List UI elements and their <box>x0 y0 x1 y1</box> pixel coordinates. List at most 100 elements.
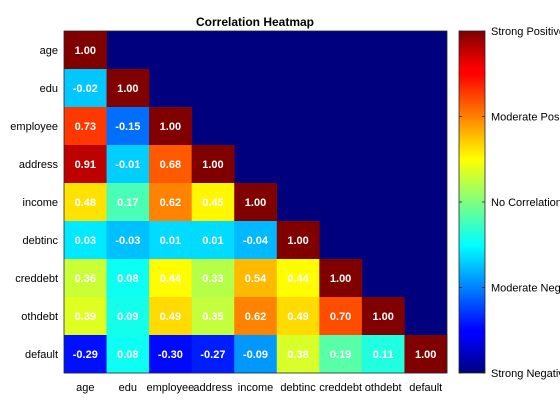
heatmap-cell-label: 1.00 <box>372 311 393 323</box>
colorbar-tick-labels: Strong Positive Moderate Positive No Corre… <box>459 26 560 380</box>
heatmap-cell <box>191 183 235 222</box>
heatmap-cell <box>149 335 192 374</box>
heatmap-cell-label: -0.30 <box>158 349 183 361</box>
heatmap-cell <box>64 297 107 336</box>
heatmap-cell-label: 0.68 <box>160 159 181 171</box>
y-tick-label: othdebt <box>21 311 58 323</box>
heatmap-cell <box>64 259 107 298</box>
heatmap-cell-labels: 1.00 -0.02 1.00 0.73 -0.15 1.00 0.91 -0.01 0.68 1… <box>73 45 437 361</box>
heatmap-cell <box>64 107 107 146</box>
heatmap-cell <box>361 297 405 336</box>
heatmap-cell-label: -0.09 <box>243 349 268 361</box>
heatmap-cell-label: 0.44 <box>287 273 309 285</box>
heatmap-cell <box>149 297 192 336</box>
colorbar-tick-label: Moderate Negative <box>491 283 560 295</box>
heatmap-cell-label: 0.11 <box>373 349 394 361</box>
heatmap-cell <box>106 183 150 222</box>
heatmap-cell-label: 0.33 <box>202 273 223 285</box>
heatmap-cell-label: 1.00 <box>287 235 308 247</box>
heatmap-cell <box>106 145 150 184</box>
y-tick-label: edu <box>40 83 58 95</box>
heatmap-cell <box>106 221 150 260</box>
heatmap-cell <box>276 335 320 374</box>
heatmap-cell-label: 0.73 <box>75 121 96 133</box>
heatmap-cell <box>191 259 235 298</box>
heatmap-cell <box>106 69 150 108</box>
y-tick-label: income <box>23 197 58 209</box>
y-tick-label: address <box>19 159 59 171</box>
heatmap-cell-label: -0.04 <box>243 235 269 247</box>
heatmap-cell-label: 0.17 <box>117 197 138 209</box>
heatmap-cell <box>191 297 235 336</box>
heatmap-cell-label: 0.54 <box>245 273 267 285</box>
heatmap-cell-label: 1.00 <box>415 349 436 361</box>
x-tick-label: edu <box>119 382 137 394</box>
x-tick-label: creddebt <box>319 382 362 394</box>
heatmap-cell-label: 0.01 <box>160 235 181 247</box>
heatmap-cell-label: 0.91 <box>75 159 96 171</box>
heatmap-cell <box>234 183 278 222</box>
heatmap-cell-label: 1.00 <box>245 197 266 209</box>
colorbar <box>458 30 486 374</box>
x-tick-label: address <box>193 382 233 394</box>
x-tick-label: employee <box>147 382 195 394</box>
heatmap-cell-label: -0.01 <box>115 159 140 171</box>
heatmap-cell-label: 0.49 <box>287 311 308 323</box>
heatmap-cell <box>276 221 320 260</box>
heatmap-cell <box>64 335 107 374</box>
x-tick-label: othdebt <box>365 382 402 394</box>
heatmap-cell-label: 0.09 <box>117 311 138 323</box>
heatmap-cell-label: 1.00 <box>160 121 181 133</box>
heatmap-cell <box>106 107 150 146</box>
heatmap-cell-label: 0.49 <box>160 311 181 323</box>
heatmap-cell-label: 0.08 <box>117 273 138 285</box>
heatmap-cell <box>234 335 278 374</box>
x-tick-label: debtinc <box>280 382 316 394</box>
heatmap-cell <box>106 297 150 336</box>
y-tick-label: age <box>40 45 58 57</box>
heatmap-cell <box>191 335 235 374</box>
heatmap-cell <box>234 221 278 260</box>
heatmap-cell-label: 0.62 <box>160 197 181 209</box>
y-tick-label: employee <box>10 121 58 133</box>
heatmap-cell <box>106 335 150 374</box>
heatmap-cell-label: 0.62 <box>245 311 266 323</box>
heatmap-cell-label: 1.00 <box>117 83 138 95</box>
heatmap-cell <box>319 259 363 298</box>
heatmap-cell <box>404 335 448 374</box>
heatmap-cell-label: 1.00 <box>75 45 96 57</box>
heatmap-cell <box>149 259 192 298</box>
heatmap-cell <box>149 107 192 146</box>
heatmap-cell-label: -0.03 <box>115 235 140 247</box>
heatmap-cell <box>64 31 107 70</box>
y-tick-label: debtinc <box>23 235 59 247</box>
heatmap-cell <box>64 221 107 260</box>
heatmap-cell-label: 0.08 <box>117 349 138 361</box>
heatmap-cell <box>64 69 107 108</box>
heatmap-cell <box>319 297 363 336</box>
heatmap-cell <box>106 259 150 298</box>
heatmap-cell-label: 0.19 <box>330 349 351 361</box>
colorbar-tick-label: Moderate Positive <box>491 112 560 124</box>
heatmap-cell <box>191 221 235 260</box>
heatmap-cell <box>319 335 363 374</box>
heatmap-cell <box>276 297 320 336</box>
heatmap-cell <box>191 145 235 184</box>
heatmap-cell <box>361 335 405 374</box>
heatmap-cell-label: -0.02 <box>73 83 98 95</box>
x-tick-label: income <box>238 382 273 394</box>
heatmap-cell-label: 0.35 <box>202 311 223 323</box>
heatmap-cell-label: 1.00 <box>202 159 223 171</box>
heatmap-cell <box>149 221 192 260</box>
x-tick-label: default <box>409 382 442 394</box>
heatmap-cell-label: 0.39 <box>75 311 96 323</box>
heatmap-cell-label: -0.27 <box>200 349 225 361</box>
x-tick-label: age <box>76 382 94 394</box>
heatmap-cell-label: 0.01 <box>202 235 223 247</box>
heatmap-cell-label: -0.15 <box>115 121 140 133</box>
x-axis-tick-labels: age edu employee address income debtinc credde… <box>76 382 442 394</box>
heatmap-cell <box>276 259 320 298</box>
heatmap-cell <box>234 297 278 336</box>
heatmap-cell-label: 0.38 <box>287 349 308 361</box>
